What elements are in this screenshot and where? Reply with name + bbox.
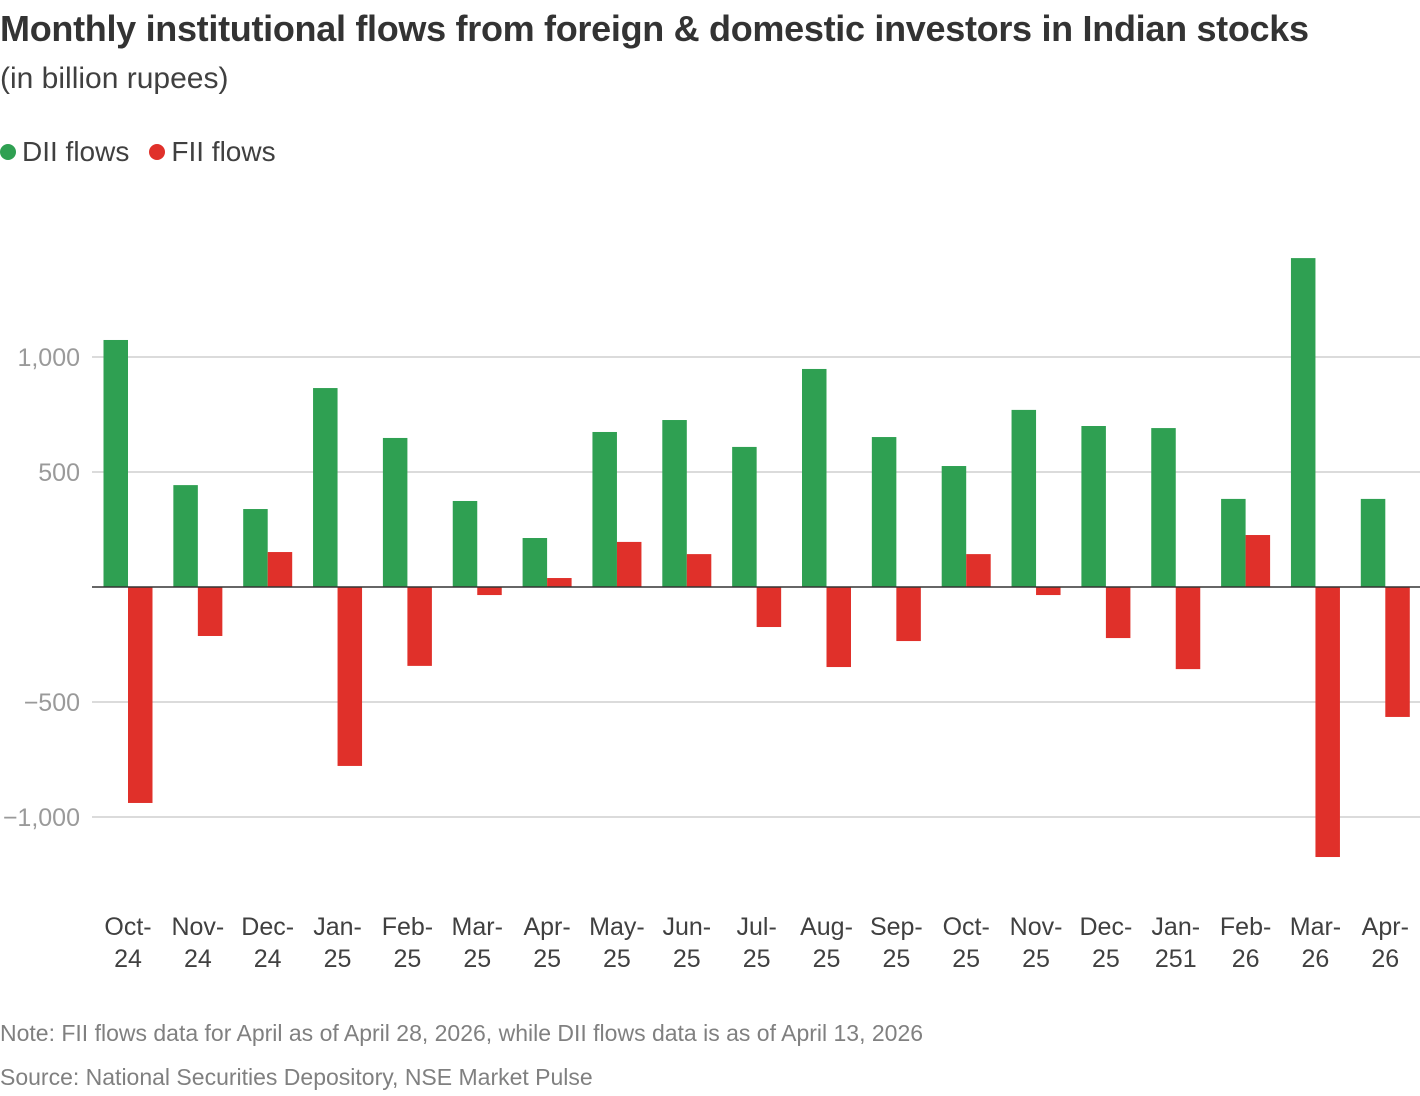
x-tick-label: Jan- <box>313 913 362 941</box>
x-tick-label: Feb- <box>382 913 433 941</box>
x-tick-label: Nov- <box>1010 913 1063 941</box>
x-tick-label: Oct- <box>104 913 151 941</box>
bar-dii <box>243 509 268 587</box>
x-tick-label: Mar- <box>1290 913 1341 941</box>
bar-dii <box>802 368 827 587</box>
bar-dii <box>452 500 478 587</box>
bar-dii <box>941 466 967 587</box>
bar-dii <box>1360 498 1386 587</box>
x-tick-label: 25 <box>533 945 561 973</box>
x-tick-label: Jul- <box>737 913 777 941</box>
bar-dii <box>313 388 338 587</box>
x-tick-label: 25 <box>813 945 841 973</box>
legend-item-dii: DII flows <box>0 136 129 168</box>
legend-dot-fii <box>149 144 166 160</box>
x-tick-label: Jan- <box>1151 913 1200 941</box>
y-tick-label: −500 <box>24 689 80 717</box>
bar-fii <box>1245 535 1271 587</box>
bar-fii <box>1385 587 1410 717</box>
x-tick-label: Feb- <box>1220 913 1271 941</box>
x-tick-label: 25 <box>1022 945 1050 973</box>
x-tick-label: 24 <box>114 945 142 973</box>
x-tick-label: 25 <box>393 945 421 973</box>
bar-dii <box>173 485 198 587</box>
x-tick-label: Jun- <box>662 913 711 941</box>
bar-dii <box>522 538 548 587</box>
bar-fii <box>407 587 432 666</box>
x-tick-label: 26 <box>1232 945 1260 973</box>
y-tick-label: 1,000 <box>17 344 80 372</box>
x-tick-label: 25 <box>324 945 352 973</box>
legend-dot-dii <box>0 144 16 160</box>
x-tick-label: Apr- <box>1362 913 1409 941</box>
bar-fii <box>547 578 572 587</box>
x-tick-label: Aug- <box>800 913 853 941</box>
bar-fii <box>756 587 782 628</box>
bar-fii <box>686 554 712 587</box>
bar-fii <box>826 587 851 668</box>
bar-fii <box>616 541 642 587</box>
chart-subtitle: (in billion rupees) <box>0 62 229 95</box>
bar-dii <box>103 339 128 587</box>
x-tick-label: Dec- <box>1080 913 1133 941</box>
bar-dii <box>592 431 617 587</box>
x-tick-label: Sep- <box>870 913 923 941</box>
y-tick-label: −1,000 <box>3 804 80 832</box>
x-tick-label: 25 <box>463 945 491 973</box>
bar-dii <box>662 420 687 587</box>
bar-fii <box>337 587 363 766</box>
x-tick-label: 25 <box>952 945 980 973</box>
x-tick-label: Apr- <box>523 913 570 941</box>
x-tick-label: 24 <box>184 945 212 973</box>
bar-dii <box>871 437 897 587</box>
legend: DII flows FII flows <box>0 136 276 168</box>
x-tick-label: 25 <box>1092 945 1120 973</box>
bar-fii <box>477 587 502 596</box>
bar-chart: 1,000 500 −500 −1,000 Oct- 24 Nov- 24 Dec- 24 Jan-… <box>3 258 1420 973</box>
bar-dii <box>1290 258 1316 587</box>
bar-dii <box>732 446 757 587</box>
x-tick-label: Oct- <box>943 913 990 941</box>
chart-source: Source: National Securities Depository, … <box>0 1064 593 1090</box>
bar-fii <box>197 587 223 636</box>
bar-dii <box>1221 498 1246 587</box>
x-tick-label: 25 <box>603 945 631 973</box>
bar-fii <box>128 587 153 803</box>
x-tick-label: Mar- <box>452 913 503 941</box>
bar-fii <box>896 587 921 642</box>
x-tick-label: 24 <box>254 945 282 973</box>
bar-dii <box>1011 409 1037 587</box>
x-tick-label: Nov- <box>171 913 224 941</box>
bar-fii <box>1036 587 1061 596</box>
x-tick-label: 25 <box>673 945 701 973</box>
x-tick-label: 26 <box>1302 945 1330 973</box>
bar-fii <box>966 554 991 587</box>
x-tick-label: Dec- <box>241 913 294 941</box>
chart-note: Note: FII flows data for April as of Apr… <box>0 1020 924 1046</box>
x-tick-label: 25 <box>882 945 910 973</box>
bar-dii <box>1081 426 1106 587</box>
chart-title: Monthly institutional flows from foreign… <box>0 8 1309 49</box>
bar-fii <box>1105 587 1131 639</box>
x-tick-label: May- <box>589 913 645 941</box>
x-tick-label: 26 <box>1371 945 1399 973</box>
x-tick-label: 251 <box>1155 945 1197 973</box>
x-tick-label: 25 <box>743 945 771 973</box>
bar-dii <box>382 437 408 587</box>
legend-item-fii: FII flows <box>149 136 276 168</box>
legend-label-dii: DII flows <box>22 136 130 167</box>
y-tick-label: 500 <box>38 459 80 487</box>
bar-fii <box>1175 587 1201 670</box>
bar-fii <box>267 552 293 587</box>
legend-label-fii: FII flows <box>171 136 276 167</box>
bar-fii <box>1315 587 1340 858</box>
bar-dii <box>1151 428 1176 587</box>
